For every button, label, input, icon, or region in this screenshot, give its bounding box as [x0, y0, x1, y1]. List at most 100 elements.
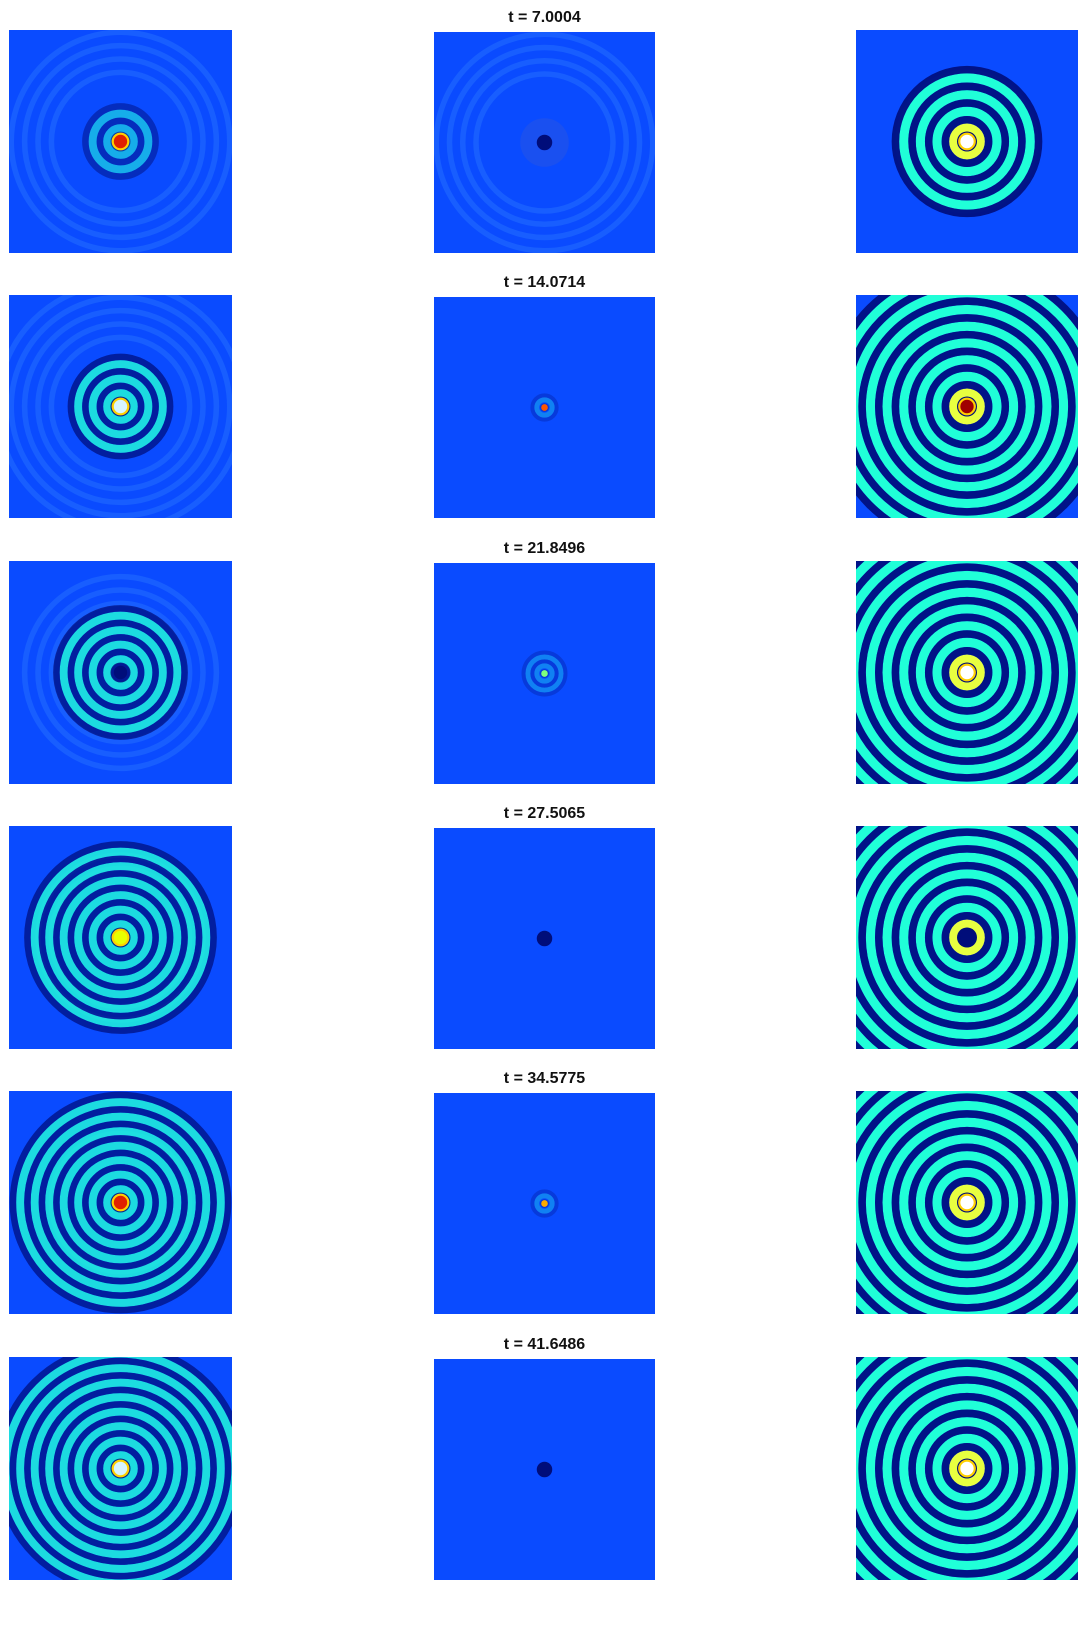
bright-ring: [865, 835, 1069, 1039]
heatmap-svg: [434, 827, 655, 1049]
bright-ring: [949, 654, 985, 691]
heatmap-panel: [856, 30, 1078, 253]
heatmap-svg: [856, 295, 1078, 519]
bright-ring: [949, 1450, 985, 1486]
field-center: [960, 1195, 974, 1210]
field-center: [113, 930, 128, 945]
faint-ring: [9, 295, 232, 519]
snapshot-row: t = 21.8496: [0, 531, 1078, 801]
bright-ring: [882, 1383, 1052, 1553]
heatmap-svg: [856, 1356, 1078, 1580]
heatmap-svg: [9, 30, 232, 253]
bright-ring: [899, 603, 1035, 741]
faint-ring: [21, 42, 220, 241]
dark-ring: [858, 828, 1076, 1047]
bright-ring: [865, 305, 1069, 509]
bright-ring: [899, 338, 1035, 475]
bright-ring: [525, 654, 564, 693]
field-center: [113, 400, 128, 414]
dark-ring: [941, 1177, 993, 1229]
field-center: [536, 134, 553, 151]
field-center: [536, 930, 553, 947]
faint-ring: [48, 600, 193, 745]
field-center: [541, 404, 548, 412]
dark-ring: [82, 633, 159, 711]
faint-ring: [35, 56, 206, 227]
bright-ring: [899, 73, 1035, 210]
dark-ring: [908, 878, 1026, 997]
bright-ring: [30, 847, 211, 1028]
dark-ring: [53, 604, 188, 740]
snapshot-row: t = 7.0004: [0, 0, 1078, 270]
dark-ring: [53, 1135, 188, 1271]
bright-ring: [534, 662, 555, 684]
field-center: [541, 669, 548, 677]
panel-title: t = 27.5065: [503, 804, 586, 822]
field-center: [960, 930, 974, 945]
bright-ring: [932, 1167, 1002, 1238]
snapshot-row: t = 41.6486: [0, 1327, 1078, 1597]
bright-ring: [534, 397, 555, 418]
heatmap-panel: [856, 1356, 1078, 1580]
bright-ring: [30, 1378, 211, 1558]
dark-ring: [858, 1358, 1076, 1578]
bright-ring: [103, 654, 138, 690]
heatmap-svg: [434, 1093, 655, 1315]
bright-ring: [899, 1134, 1035, 1271]
panel-title: t = 14.0714: [503, 274, 586, 292]
dark-ring: [38, 855, 203, 1020]
bright-ring: [882, 852, 1052, 1023]
bright-ring: [59, 876, 182, 999]
bright-ring: [59, 611, 182, 733]
dark-ring: [924, 364, 1010, 450]
dark-ring: [9, 1357, 232, 1579]
bright-ring: [865, 1101, 1069, 1305]
bright-ring: [45, 862, 196, 1013]
bright-ring: [30, 1112, 211, 1293]
bright-ring: [899, 1399, 1035, 1537]
bright-ring: [932, 1433, 1002, 1503]
field-center: [113, 1195, 128, 1210]
field-center: [541, 1200, 548, 1208]
faint-ring: [35, 321, 206, 493]
dark-ring: [96, 1178, 145, 1227]
field-center: [113, 665, 128, 679]
heatmap-panel: [434, 32, 655, 253]
bright-ring: [932, 637, 1002, 707]
bright-ring: [915, 620, 1019, 724]
faint-ring: [21, 573, 220, 771]
dark-ring: [875, 314, 1059, 500]
faint-ring: [48, 334, 193, 479]
bright-ring: [915, 1416, 1019, 1520]
field-center: [960, 400, 974, 414]
dark-ring: [24, 841, 217, 1034]
heatmap-panel: [856, 560, 1078, 784]
bright-ring: [88, 1436, 153, 1500]
dark-ring: [941, 1442, 993, 1494]
dark-ring: [941, 381, 993, 433]
bright-ring: [16, 1363, 225, 1573]
field-center: [113, 1461, 128, 1475]
heatmap-svg: [856, 560, 1078, 784]
panel-title: t = 41.6486: [503, 1335, 586, 1353]
heatmap-svg: [9, 560, 232, 784]
dark-ring: [96, 913, 145, 962]
bright-ring: [882, 587, 1052, 757]
heatmap-svg: [9, 825, 232, 1049]
bright-ring: [949, 919, 985, 956]
heatmap-svg: [856, 825, 1078, 1049]
heatmap-svg: [9, 1091, 232, 1315]
heatmap-panel: [434, 297, 655, 519]
bright-ring: [74, 1156, 167, 1250]
dark-ring: [82, 899, 159, 976]
dark-ring: [908, 347, 1026, 466]
dark-ring: [908, 613, 1026, 732]
field-center: [536, 1461, 553, 1477]
dark-ring: [941, 911, 993, 963]
heatmap-svg: [856, 30, 1078, 253]
dark-ring: [521, 650, 568, 697]
dark-ring: [38, 1386, 203, 1550]
bright-ring: [915, 90, 1019, 193]
bright-ring: [865, 570, 1069, 774]
